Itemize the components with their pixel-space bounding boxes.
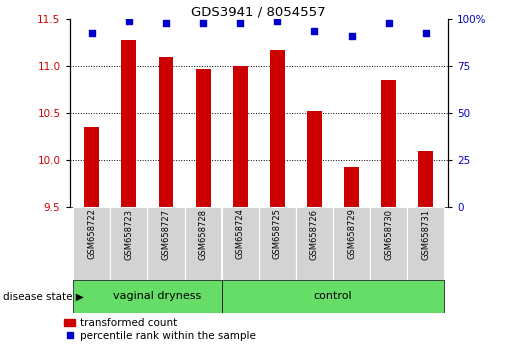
Point [385, 21, 393, 26]
Text: GSM658729: GSM658729 [347, 209, 356, 259]
Text: GSM658727: GSM658727 [162, 209, 170, 259]
Bar [344, 167, 359, 207]
Point [273, 18, 282, 24]
Bar [84, 127, 99, 207]
Bar [333, 207, 370, 280]
Bar [407, 207, 444, 280]
Bar [370, 207, 407, 280]
Text: vaginal dryness: vaginal dryness [113, 291, 201, 302]
Text: control: control [314, 291, 352, 302]
Text: GSM658730: GSM658730 [384, 209, 393, 259]
Bar [307, 112, 322, 207]
Bar [381, 80, 396, 207]
Text: GSM658724: GSM658724 [236, 209, 245, 259]
Bar [196, 69, 211, 207]
Bar [233, 67, 248, 207]
Text: disease state ▶: disease state ▶ [3, 291, 83, 302]
Point [348, 34, 356, 39]
Text: GSM658723: GSM658723 [125, 209, 133, 259]
Bar [147, 207, 184, 280]
Point [88, 30, 96, 35]
Point [311, 28, 319, 34]
Bar [221, 280, 444, 313]
Bar [221, 207, 259, 280]
Point [162, 21, 170, 26]
Point [422, 30, 430, 35]
Bar [73, 280, 221, 313]
Point [125, 18, 133, 24]
Bar [159, 57, 174, 207]
Bar [122, 40, 136, 207]
Bar [270, 50, 285, 207]
Bar [73, 207, 110, 280]
Point [199, 21, 207, 26]
Text: GSM658728: GSM658728 [199, 209, 208, 259]
Bar [184, 207, 221, 280]
Legend: transformed count, percentile rank within the sample: transformed count, percentile rank withi… [64, 319, 256, 341]
Bar [296, 207, 333, 280]
Title: GDS3941 / 8054557: GDS3941 / 8054557 [192, 5, 326, 18]
Text: GSM658726: GSM658726 [310, 209, 319, 259]
Point [236, 21, 244, 26]
Bar [418, 151, 433, 207]
Text: GSM658731: GSM658731 [421, 209, 431, 259]
Text: GSM658725: GSM658725 [273, 209, 282, 259]
Bar [259, 207, 296, 280]
Bar [110, 207, 147, 280]
Text: GSM658722: GSM658722 [87, 209, 96, 259]
